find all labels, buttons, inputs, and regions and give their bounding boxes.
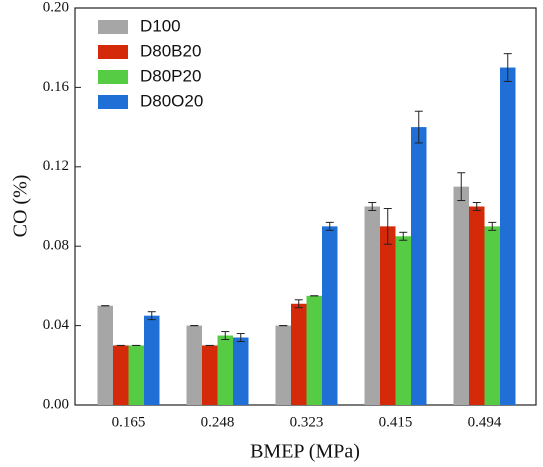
x-axis-label: BMEP (MPa) [250,441,360,463]
bar [380,226,396,405]
error-bar [457,172,466,202]
x-tick-label: 0.415 [379,414,413,430]
bar [469,206,485,405]
legend-swatch [98,95,128,109]
error-bar [325,221,334,231]
legend-swatch [98,20,128,34]
bar [217,335,233,405]
bar [202,345,218,405]
bar [128,345,144,405]
error-bar [414,110,423,144]
error-bar [368,202,377,211]
bar [411,127,427,405]
bar [275,325,291,405]
x-tick-label: 0.165 [112,414,146,430]
bar [484,226,500,405]
y-tick-label: 0.16 [43,79,70,95]
y-tick-label: 0.20 [43,0,69,15]
error-bar [488,221,497,231]
bar [306,295,322,405]
error-bar [236,333,245,342]
legend-label: D80B20 [140,41,201,60]
error-bar [294,299,303,309]
bar [233,337,249,405]
bar [364,206,380,405]
bar [186,325,202,405]
error-bar [503,53,512,82]
bar [113,345,129,405]
error-bar [147,311,156,321]
legend-label: D80O20 [140,91,203,110]
bar [500,67,516,406]
bar [322,226,338,405]
bar [291,303,307,405]
x-tick-label: 0.323 [290,414,324,430]
legend-label: D100 [140,16,181,35]
error-bar [221,331,230,340]
bar [144,315,160,405]
y-tick-label: 0.04 [43,317,70,333]
bar [453,186,469,405]
legend-label: D80P20 [140,66,201,85]
legend-swatch [98,70,128,84]
y-axis-label: CO (%) [10,175,32,238]
y-tick-label: 0.08 [43,238,69,254]
y-tick-label: 0.12 [43,158,69,174]
bar [395,236,411,405]
x-tick-label: 0.494 [468,414,502,430]
bar [97,305,113,405]
x-tick-label: 0.248 [201,414,235,430]
y-tick-label: 0.00 [43,396,69,412]
error-bar [399,231,408,241]
legend-swatch [98,45,128,59]
error-bar [472,202,481,211]
error-bar [383,207,392,245]
